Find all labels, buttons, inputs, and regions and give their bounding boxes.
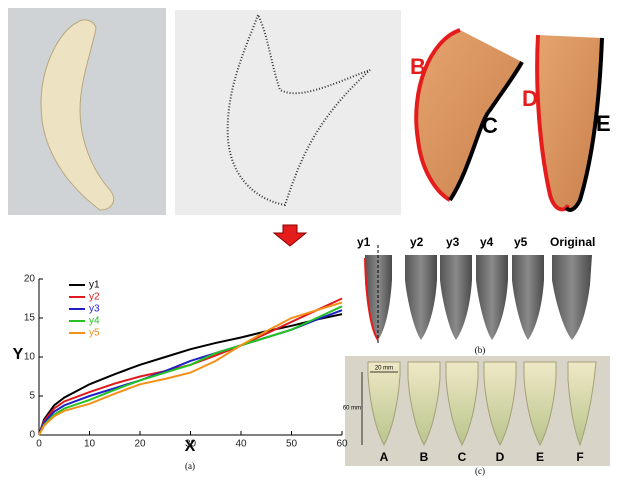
y-tick-label: 10 bbox=[24, 352, 36, 363]
model-label: y3 bbox=[446, 235, 460, 249]
x-tick-label: 50 bbox=[286, 439, 298, 450]
height-label: 60 mm bbox=[343, 406, 361, 412]
caption: (b) bbox=[475, 345, 486, 355]
y-tick-label: 0 bbox=[29, 430, 35, 441]
series-line bbox=[39, 299, 342, 436]
part-label: D bbox=[522, 86, 538, 111]
models bbox=[365, 245, 592, 345]
legend-label: y5 bbox=[89, 328, 100, 339]
series-line bbox=[39, 306, 342, 435]
legend-label: y1 bbox=[89, 280, 100, 291]
arrow bbox=[274, 225, 306, 246]
y-tick-label: 5 bbox=[29, 391, 35, 402]
model-label: y1 bbox=[357, 235, 371, 249]
sample-label: F bbox=[576, 450, 583, 464]
x-tick-label: 30 bbox=[185, 439, 197, 450]
caption: (c) bbox=[475, 466, 485, 476]
x-tick-label: 60 bbox=[336, 439, 348, 450]
wood-pieces bbox=[416, 30, 602, 210]
sample-label: A bbox=[380, 450, 389, 464]
legend-label: y4 bbox=[89, 316, 100, 327]
sample-label: D bbox=[496, 450, 505, 464]
y-axis-label: Y bbox=[13, 346, 24, 363]
part-label: E bbox=[596, 111, 611, 136]
sample-label: B bbox=[420, 450, 429, 464]
x-tick-label: 10 bbox=[84, 439, 96, 450]
model-label: y5 bbox=[514, 235, 528, 249]
series-line bbox=[39, 302, 342, 435]
part-label: B bbox=[410, 54, 426, 79]
model-label: y4 bbox=[480, 235, 494, 249]
point-cloud bbox=[175, 10, 401, 215]
model-label: y2 bbox=[410, 235, 424, 249]
x-tick-label: 40 bbox=[235, 439, 247, 450]
legend-label: y2 bbox=[89, 292, 100, 303]
sample-label: C bbox=[458, 450, 467, 464]
model-label: Original bbox=[550, 235, 595, 249]
y-tick-label: 15 bbox=[24, 313, 36, 324]
figure: B C D E y1 y2 y3 y4 y5 Original (b) 20 m… bbox=[0, 0, 617, 478]
part-label: C bbox=[482, 113, 498, 138]
sample-label: E bbox=[536, 450, 544, 464]
caption: (a) bbox=[185, 461, 195, 471]
x-tick-label: 0 bbox=[36, 439, 42, 450]
y-tick-label: 20 bbox=[24, 274, 36, 285]
x-tick-label: 20 bbox=[134, 439, 146, 450]
legend-label: y3 bbox=[89, 304, 100, 315]
width-label: 20 mm bbox=[375, 366, 393, 372]
